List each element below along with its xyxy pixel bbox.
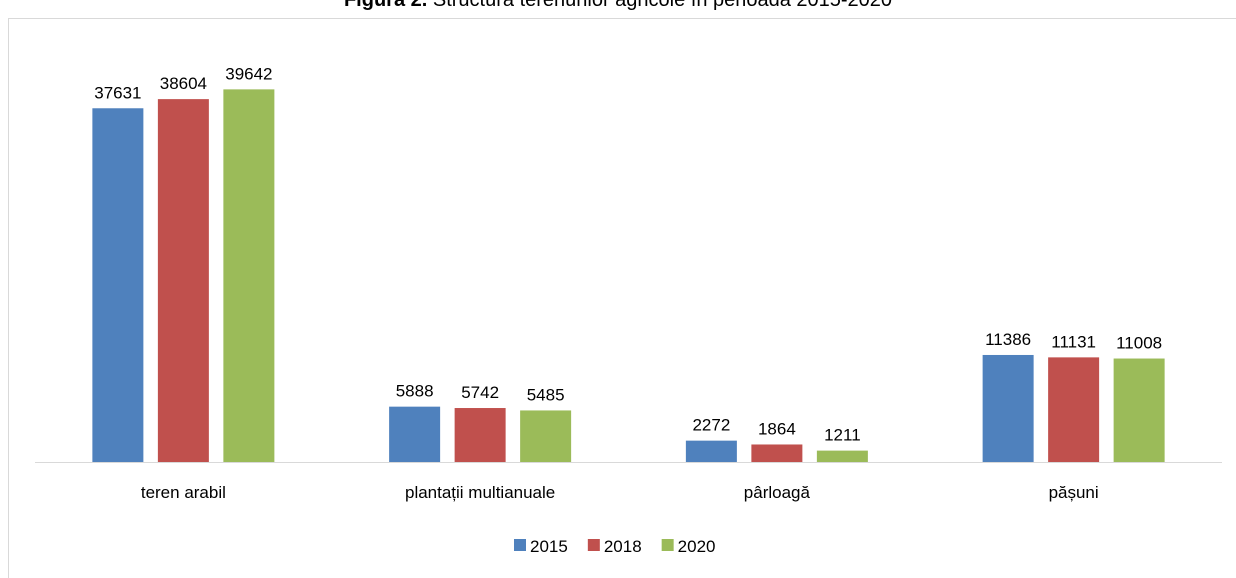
title-text: Structura terenurilor agricole în perioa… [433, 0, 892, 11]
data-label: 5888 [396, 382, 434, 401]
bar [685, 440, 737, 462]
legend-label: 2015 [530, 537, 568, 556]
data-label: 11131 [1051, 332, 1096, 351]
legend-swatch [661, 539, 674, 551]
bar [816, 450, 868, 462]
bar [751, 444, 803, 462]
data-label: 5742 [461, 383, 499, 402]
bar [520, 410, 572, 462]
legend-swatch [514, 539, 526, 551]
bar [454, 408, 506, 462]
title-label: Figura 2. [344, 0, 427, 11]
x-tick-label: pârloagă [744, 483, 811, 502]
bar [1113, 358, 1165, 462]
x-tick-label: plantații multianuale [405, 483, 555, 502]
data-label: 11386 [985, 330, 1031, 349]
x-tick-label: pășuni [1049, 483, 1099, 502]
data-label: 38604 [160, 74, 207, 93]
legend-swatch [587, 539, 600, 551]
data-label: 1864 [758, 419, 796, 438]
bar [982, 354, 1034, 462]
bar [1048, 357, 1100, 462]
legend-label: 2018 [604, 537, 642, 556]
data-label: 1211 [824, 426, 861, 445]
bar [92, 108, 144, 462]
data-label: 2272 [692, 416, 730, 435]
data-label: 11008 [1116, 334, 1162, 353]
data-label: 39642 [225, 64, 272, 83]
data-label: 37631 [94, 83, 141, 102]
bar [389, 406, 441, 462]
data-label: 5485 [527, 385, 565, 404]
bar [223, 89, 275, 462]
x-tick-label: teren arabil [141, 483, 226, 502]
chart-border [8, 18, 1236, 578]
chart-title: Figura 2. Structura terenurilor agricole… [344, 0, 892, 11]
legend-label: 2020 [678, 537, 716, 556]
bar [157, 99, 209, 462]
